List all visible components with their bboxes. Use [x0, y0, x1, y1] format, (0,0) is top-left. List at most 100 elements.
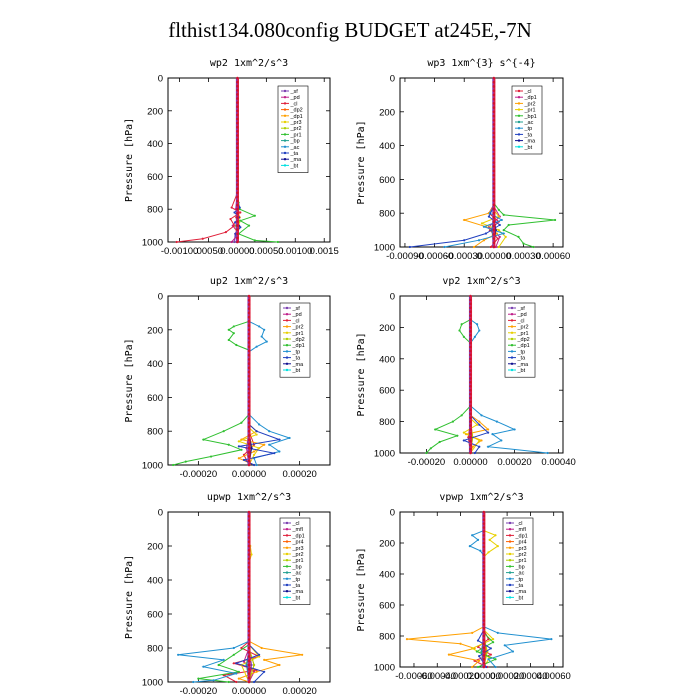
data-point: [236, 216, 239, 219]
data-point: [236, 166, 239, 170]
y-axis-label: Pressure [hPa]: [124, 555, 135, 639]
data-point: [492, 186, 496, 190]
legend-marker: [283, 127, 287, 130]
data-point: [478, 329, 481, 332]
data-point: [247, 391, 251, 395]
data-point: [492, 190, 496, 194]
legend-marker: [517, 114, 521, 118]
data-point: [469, 302, 472, 306]
x-tick-label: 0.00020: [490, 671, 524, 682]
data-point: [236, 228, 239, 231]
x-tick-label: -0.00100: [161, 246, 199, 257]
data-point: [482, 553, 486, 556]
series-line-tp: [470, 296, 548, 454]
data-point: [288, 436, 291, 440]
y-tick-label: 200: [379, 539, 395, 550]
data-point: [502, 229, 505, 232]
data-point: [255, 345, 258, 348]
data-point: [232, 653, 235, 656]
data-point: [247, 578, 251, 582]
data-point: [247, 565, 251, 569]
data-point: [478, 420, 481, 423]
data-point: [482, 557, 486, 560]
data-point: [460, 323, 463, 326]
legend-marker: [285, 552, 289, 556]
data-point: [301, 653, 304, 656]
data-point: [469, 428, 472, 431]
data-point: [236, 117, 239, 121]
data-point: [236, 171, 239, 174]
data-point: [480, 439, 483, 442]
legend-marker: [285, 571, 289, 574]
data-point: [469, 443, 472, 447]
data-point: [236, 183, 239, 186]
data-point: [236, 224, 239, 227]
x-tick-label: -0.00040: [418, 671, 456, 682]
data-point: [489, 647, 492, 650]
data-point: [492, 89, 496, 92]
data-point: [247, 676, 251, 680]
data-point: [482, 592, 486, 595]
legend-label: _dp1: [292, 343, 305, 349]
data-point: [469, 330, 472, 333]
data-point: [224, 231, 227, 234]
data-point: [487, 551, 490, 554]
legend-marker: [283, 139, 287, 142]
x-tick-label: 0.00000: [453, 457, 487, 468]
y-tick-label: 0: [158, 292, 163, 303]
data-point: [247, 421, 251, 425]
data-point: [232, 325, 235, 328]
data-point: [268, 443, 271, 446]
data-point: [492, 641, 495, 644]
data-point: [492, 165, 496, 169]
data-point: [237, 670, 240, 673]
data-point: [482, 561, 486, 564]
data-point: [247, 442, 251, 446]
data-point: [467, 436, 470, 439]
legend-marker: [283, 158, 287, 161]
data-point: [469, 373, 472, 376]
plot-frame: [399, 511, 564, 668]
data-point: [236, 146, 239, 149]
legend-label: _tp: [515, 577, 524, 583]
data-point: [209, 455, 213, 458]
data-point: [232, 662, 235, 665]
legend-label: _pd: [290, 95, 300, 101]
x-tick-label: 0.00020: [282, 469, 316, 480]
data-point: [469, 439, 472, 443]
data-point: [495, 232, 498, 235]
data-point: [247, 591, 251, 595]
data-point: [469, 337, 472, 341]
data-point: [469, 353, 472, 357]
legend-label: _ac: [515, 571, 525, 577]
legend-label: _cl: [515, 521, 523, 527]
legend-marker: [508, 521, 512, 525]
data-point: [236, 199, 239, 203]
data-point: [247, 303, 251, 306]
legend-marker: [285, 306, 289, 310]
data-point: [247, 446, 251, 450]
data-point: [482, 642, 486, 646]
legend-marker: [285, 534, 289, 537]
legend-label: _pr4: [292, 540, 304, 546]
data-point: [236, 113, 239, 117]
data-point: [233, 211, 236, 214]
data-point: [492, 178, 496, 181]
data-point: [492, 127, 496, 130]
data-point: [247, 612, 251, 616]
legend-label: _cl: [290, 101, 298, 107]
legend-marker: [510, 325, 514, 328]
data-point: [492, 169, 496, 173]
data-point: [469, 349, 472, 353]
legend-label: _bt: [517, 368, 526, 374]
y-axis-label: Pressure [hPa]: [356, 332, 367, 416]
data-point: [507, 223, 510, 227]
data-point: [247, 582, 251, 586]
legend-label: _sf: [292, 306, 301, 312]
legend-marker: [285, 596, 289, 599]
data-point: [482, 225, 486, 228]
legend-label: _cl: [524, 89, 532, 95]
data-point: [247, 383, 251, 387]
legend-marker: [517, 102, 521, 105]
